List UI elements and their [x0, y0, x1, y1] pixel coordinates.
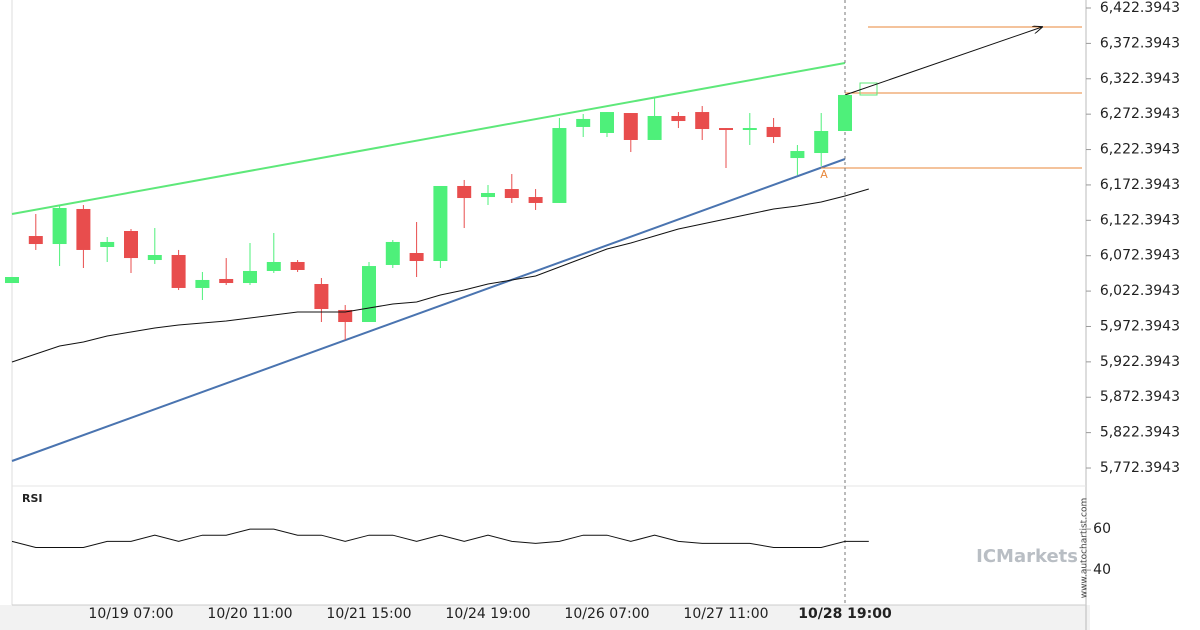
y-tick-label: 6,222.3943: [1100, 142, 1180, 158]
candle-body: [52, 207, 67, 245]
x-tick-label: 10/27 11:00: [683, 606, 768, 622]
rsi-line: [11, 528, 869, 548]
y-tick-label: 6,172.3943: [1100, 177, 1180, 193]
candle-body: [362, 266, 376, 323]
x-axis-band: [0, 605, 1090, 630]
candle-body: [695, 112, 710, 130]
breakout-box: [859, 82, 878, 96]
x-tick-label: 10/26 07:00: [564, 606, 649, 622]
y-tick-label: 6,422.3943: [1100, 0, 1180, 16]
y-tick-label: 6,372.3943: [1100, 35, 1180, 51]
y-tick-label: 5,972.3943: [1100, 318, 1180, 334]
y-tick-label: 5,772.3943: [1100, 460, 1180, 476]
y-tick-label: 6,272.3943: [1100, 106, 1180, 122]
candle-body: [457, 185, 472, 199]
candle-body: [76, 208, 91, 250]
moving-average: [11, 188, 869, 363]
candle-body: [147, 254, 162, 261]
resistance-line: [11, 62, 846, 215]
x-tick-label: 10/21 15:00: [326, 606, 411, 622]
candle-body: [600, 112, 614, 133]
candle-body: [814, 130, 829, 154]
candle-body: [243, 270, 257, 284]
candle-body: [790, 151, 805, 159]
candle-body: [671, 115, 686, 122]
candle-body: [314, 284, 329, 309]
y-tick-label: 6,322.3943: [1100, 71, 1180, 87]
candle-body: [528, 197, 543, 203]
x-tick-label: 10/19 07:00: [88, 606, 173, 622]
rsi-label: RSI: [22, 492, 43, 505]
x-tick-label: 10/24 19:00: [445, 606, 530, 622]
watermark: www.autochartist.com: [1080, 498, 1090, 599]
candle-body: [552, 128, 567, 203]
rsi-tick-label: 60: [1093, 521, 1111, 537]
candle-body: [623, 113, 638, 140]
y-tick-label: 6,072.3943: [1100, 248, 1180, 264]
candle-body: [838, 94, 852, 131]
candle-body: [5, 277, 19, 284]
candle-body: [647, 115, 662, 140]
candle-body: [338, 309, 353, 323]
y-tick-label: 5,922.3943: [1100, 354, 1180, 370]
candle-body: [433, 185, 448, 262]
candle-body: [28, 236, 43, 245]
candle-body: [219, 278, 234, 284]
annotation-label: A: [820, 168, 828, 181]
candle-body: [195, 279, 210, 288]
brand: ICMarkets: [976, 546, 1078, 567]
forecast-arrow: [844, 27, 1042, 96]
candle-body: [385, 241, 400, 265]
y-tick-label: 6,022.3943: [1100, 283, 1180, 299]
candle-body: [290, 261, 305, 270]
x-tick-label: 10/20 11:00: [207, 606, 292, 622]
rsi-tick-label: 40: [1093, 562, 1111, 578]
candle-body: [409, 253, 424, 262]
candle-body: [481, 192, 495, 198]
candle-body: [171, 254, 186, 288]
candle-body: [576, 118, 591, 127]
x-tick-label: 10/28 19:00: [798, 606, 892, 622]
candle-body: [124, 230, 138, 259]
y-tick-label: 6,122.3943: [1100, 212, 1180, 228]
candle-body: [719, 128, 733, 131]
candle-body: [742, 128, 757, 131]
candle-body: [266, 261, 281, 271]
support-line: [11, 158, 846, 462]
y-tick-label: 5,822.3943: [1100, 425, 1180, 441]
candle-body: [504, 189, 519, 199]
candle-body: [100, 241, 115, 247]
candle-body: [766, 126, 781, 138]
y-tick-label: 5,872.3943: [1100, 389, 1180, 405]
